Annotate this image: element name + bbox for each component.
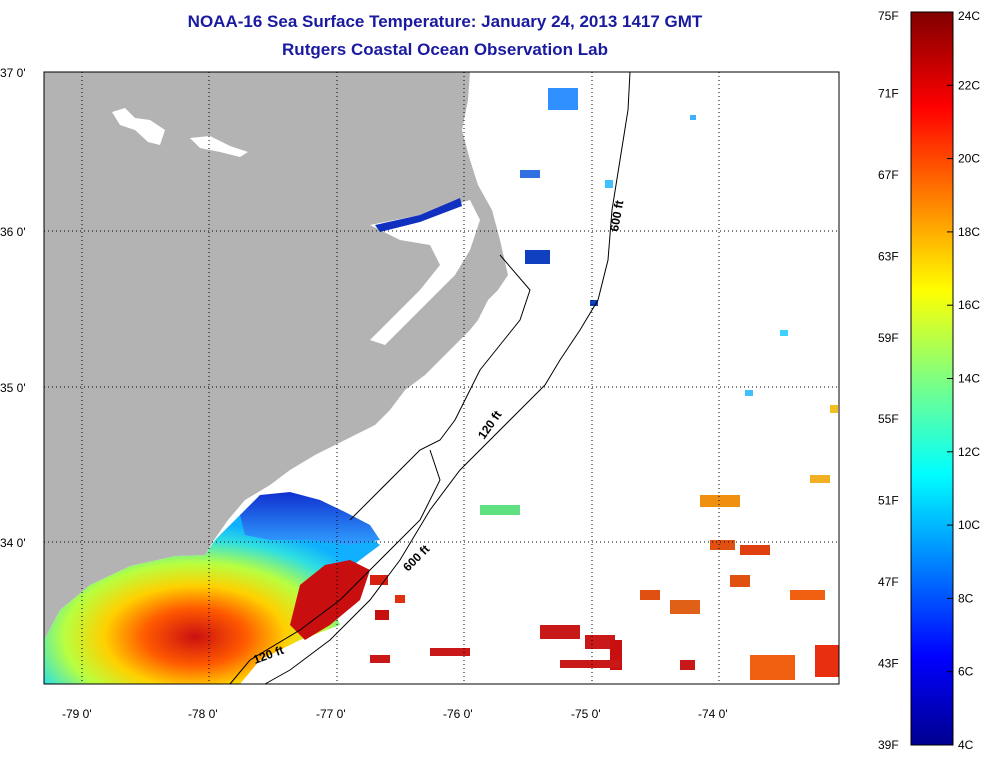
- isobath-label-600ft-north: 600 ft: [607, 199, 626, 232]
- lat-label-34: 34 0': [0, 536, 26, 550]
- colorbar-f-label: 59F: [878, 331, 899, 345]
- colorbar-c-label: 6C: [958, 665, 974, 679]
- inland-lake: [112, 108, 165, 145]
- colorbar-c-label: 16C: [958, 298, 980, 312]
- colorbar-c-label: 8C: [958, 591, 974, 605]
- colorbar-c-label: 14C: [958, 372, 980, 386]
- colorbar-c-label: 4C: [958, 738, 974, 752]
- colorbar-f-label: 63F: [878, 249, 899, 263]
- colorbar-f-label: 71F: [878, 86, 899, 100]
- lat-label-35: 35 0': [0, 381, 26, 395]
- lon-label-75: -75 0': [571, 707, 601, 721]
- map-subtitle: Rutgers Coastal Ocean Observation Lab: [282, 40, 608, 59]
- sst-map: 600 ft 120 ft 600 ft 120 ft 37 0' 36 0' …: [0, 66, 840, 721]
- lat-label-36: 36 0': [0, 225, 26, 239]
- colorbar-f-label: 51F: [878, 494, 899, 508]
- colorbar-celsius-ticks: 24C 22C 20C 18C 16C 14C 12C 10C 8C 6C 4C: [947, 9, 980, 752]
- colorbar-c-label: 18C: [958, 225, 980, 239]
- isobath-120ft: [349, 254, 531, 521]
- isobath-120ft-south: [229, 449, 441, 685]
- colorbar-c-label: 22C: [958, 78, 980, 92]
- longitude-labels: -79 0' -78 0' -77 0' -76 0' -75 0' -74 0…: [62, 707, 728, 721]
- isobath-600ft-south: [264, 384, 546, 685]
- lon-label-74: -74 0': [698, 707, 728, 721]
- land-mass: [44, 72, 508, 640]
- map-border: [43, 71, 840, 685]
- pamlico-sound: [370, 200, 480, 345]
- colorbar-f-label: 55F: [878, 412, 899, 426]
- inland-lake-2: [190, 136, 248, 157]
- colorbar-f-label: 47F: [878, 575, 899, 589]
- isobath-600ft-north: [544, 71, 631, 386]
- sst-field-cold: [240, 492, 380, 545]
- colorbar-f-label: 39F: [878, 738, 899, 752]
- colorbar-c-label: 10C: [958, 518, 980, 532]
- sst-field-red-core: [290, 560, 370, 640]
- colorbar-c-label: 24C: [958, 9, 980, 23]
- lon-label-79: -79 0': [62, 707, 92, 721]
- river-inlet: [375, 198, 462, 232]
- colorbar-c-label: 12C: [958, 445, 980, 459]
- colorbar-f-label: 43F: [878, 657, 899, 671]
- colorbar-gradient: [910, 11, 954, 746]
- map-title: NOAA-16 Sea Surface Temperature: January…: [187, 12, 703, 31]
- colorbar-c-label: 20C: [958, 152, 980, 166]
- colorbar-f-label: 67F: [878, 168, 899, 182]
- colorbar-fahrenheit-ticks: 75F 71F 67F 63F 59F 55F 51F 47F 43F 39F: [878, 9, 899, 752]
- sst-offshore-pixels: [370, 390, 839, 680]
- lon-label-77: -77 0': [316, 707, 346, 721]
- colorbar-f-label: 75F: [878, 9, 899, 23]
- lon-label-76: -76 0': [443, 707, 473, 721]
- lat-label-37: 37 0': [0, 66, 26, 80]
- sst-northern-pixels: [520, 88, 788, 336]
- latitude-labels: 37 0' 36 0' 35 0' 34 0': [0, 66, 26, 550]
- lon-label-78: -78 0': [188, 707, 218, 721]
